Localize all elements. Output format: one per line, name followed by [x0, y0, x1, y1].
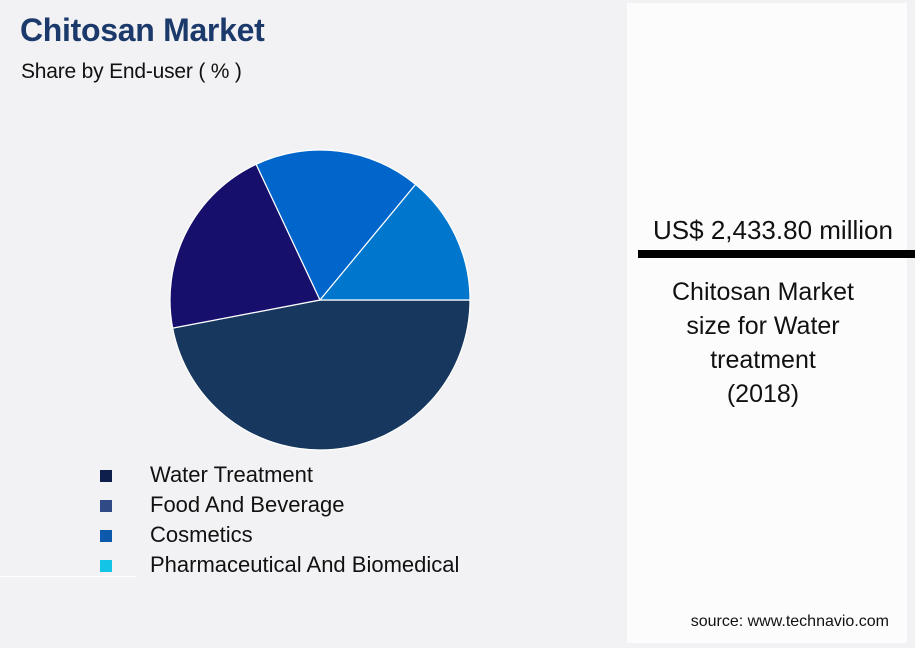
description-line: size for Water [686, 312, 840, 340]
legend-label: Pharmaceutical And Biomedical [150, 552, 460, 577]
legend-swatch-icon [100, 530, 112, 542]
description-line: (2018) [726, 380, 800, 408]
pie-slice-cosmetics [255, 149, 417, 302]
highlight-panel: US$ 2,433.80 million Chitosan Market siz… [627, 3, 915, 643]
legend-swatch-icon [100, 470, 112, 482]
legend-label: Water Treatment [150, 462, 314, 487]
pie-chart [169, 149, 471, 451]
pie-slice-water-treatment [171, 299, 471, 451]
pie-slice-food-and-beverage [169, 163, 321, 329]
legend-swatch-icon [100, 500, 112, 512]
divider [0, 576, 136, 577]
description-line: Chitosan Market [671, 278, 855, 306]
stat-divider-bar [638, 250, 915, 258]
legend-label: Cosmetics [150, 522, 253, 547]
source-credit: source: www.technavio.com [690, 613, 889, 630]
description-line: treatment [710, 346, 816, 374]
legend-swatch-icon [100, 560, 112, 572]
market-size-value: US$ 2,433.80 million [653, 215, 893, 245]
market-size-description: Chitosan Market size for Water treatment… [627, 275, 899, 411]
chart-title: Chitosan Market [20, 12, 265, 48]
legend-label: Food And Beverage [150, 492, 345, 517]
pie-slice-pharmaceutical-and-biomedical [318, 183, 471, 301]
chart-subtitle: Share by End-user ( % ) [21, 60, 242, 83]
